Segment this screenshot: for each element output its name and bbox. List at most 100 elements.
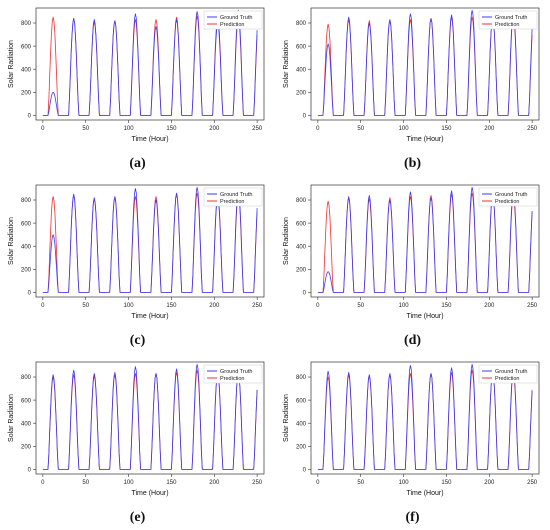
y-axis-label: Solar Radiation <box>8 217 15 265</box>
x-axis-label: Time (Hour) <box>131 490 168 497</box>
chart-panel-f: 0 200 400 600 800 0 50 100 150 200 250 Time (Hour) S… <box>275 354 550 530</box>
x-tick-label: 100 <box>399 303 410 309</box>
x-tick-label: 150 <box>166 303 177 309</box>
legend-label-ground-truth: Ground Truth <box>495 15 527 21</box>
x-tick-label: 200 <box>484 303 495 309</box>
y-tick-label: 400 <box>296 67 307 73</box>
y-tick-label: 800 <box>21 21 32 27</box>
y-tick-label: 400 <box>296 244 307 250</box>
panel-label: (c) <box>129 333 146 348</box>
x-tick-label: 250 <box>252 126 263 132</box>
ground-truth-line <box>317 363 533 470</box>
x-tick-label: 0 <box>316 126 320 132</box>
ground-truth-line <box>317 186 533 293</box>
legend-box <box>203 364 263 384</box>
x-tick-label: 150 <box>166 480 177 486</box>
y-axis-label: Solar Radiation <box>283 394 290 442</box>
x-tick-label: 100 <box>124 480 135 486</box>
x-tick-label: 250 <box>527 303 538 309</box>
x-tick-label: 250 <box>252 480 263 486</box>
legend-box <box>478 187 538 207</box>
y-tick-label: 400 <box>296 421 307 427</box>
chart-panel-e: 0 200 400 600 800 0 50 100 150 200 250 Time (Hour) S… <box>0 354 275 530</box>
x-tick-label: 200 <box>209 303 220 309</box>
x-axis-label: Time (Hour) <box>406 490 443 497</box>
x-tick-label: 250 <box>252 303 263 309</box>
y-tick-label: 600 <box>21 398 32 404</box>
legend-label-prediction: Prediction <box>220 376 244 382</box>
y-tick-label: 600 <box>21 44 32 50</box>
panel-label: (a) <box>129 156 146 171</box>
chart-d: 0 200 400 600 800 0 50 100 150 200 250 Time (Hour) S… <box>283 184 540 320</box>
y-tick-label: 200 <box>296 90 307 96</box>
x-tick-label: 0 <box>41 126 45 132</box>
y-tick-label: 0 <box>28 468 32 474</box>
chart-c: 0 200 400 600 800 0 50 100 150 200 250 Time (Hour) S… <box>8 184 265 320</box>
y-tick-label: 0 <box>28 114 32 120</box>
y-axis-label: Solar Radiation <box>283 40 290 88</box>
x-axis-label: Time (Hour) <box>406 313 443 320</box>
x-tick-label: 0 <box>316 480 320 486</box>
legend-label-prediction: Prediction <box>220 199 244 205</box>
chart-panel-c: 0 200 400 600 800 0 50 100 150 200 250 Time (Hour) S… <box>0 177 275 353</box>
legend-box <box>478 364 538 384</box>
y-tick-label: 600 <box>21 221 32 227</box>
x-axis-label: Time (Hour) <box>131 313 168 320</box>
legend-label-ground-truth: Ground Truth <box>220 15 252 21</box>
x-axis-label: Time (Hour) <box>406 136 443 143</box>
chart-a: 0 200 400 600 800 0 50 100 150 200 250 Time (Hour) S… <box>8 7 265 143</box>
ground-truth-line <box>42 9 258 116</box>
legend-label-prediction: Prediction <box>495 22 519 28</box>
legend-label-ground-truth: Ground Truth <box>220 369 252 375</box>
x-tick-label: 50 <box>82 126 89 132</box>
legend-label-prediction: Prediction <box>495 376 519 382</box>
x-tick-label: 0 <box>41 480 45 486</box>
x-tick-label: 50 <box>357 303 364 309</box>
y-tick-label: 600 <box>296 44 307 50</box>
x-tick-label: 200 <box>209 480 220 486</box>
chart-b: 0 200 400 600 800 0 50 100 150 200 250 Time (Hour) S… <box>283 7 540 143</box>
x-tick-label: 200 <box>484 126 495 132</box>
legend-label-ground-truth: Ground Truth <box>495 192 527 198</box>
x-tick-label: 150 <box>441 303 452 309</box>
x-tick-label: 50 <box>82 303 89 309</box>
x-tick-label: 0 <box>41 303 45 309</box>
y-tick-label: 0 <box>303 468 307 474</box>
ground-truth-line <box>317 9 533 116</box>
legend-box <box>203 187 263 207</box>
y-tick-label: 200 <box>21 90 32 96</box>
x-tick-label: 50 <box>357 126 364 132</box>
y-tick-label: 400 <box>21 67 32 73</box>
legend-label-ground-truth: Ground Truth <box>495 369 527 375</box>
y-tick-label: 600 <box>296 221 307 227</box>
y-tick-label: 800 <box>296 198 307 204</box>
ground-truth-line <box>42 363 258 470</box>
y-tick-label: 200 <box>21 267 32 273</box>
y-axis-label: Solar Radiation <box>8 394 15 442</box>
x-tick-label: 50 <box>82 480 89 486</box>
panel-label: (f) <box>405 510 420 525</box>
y-tick-label: 400 <box>21 244 32 250</box>
y-tick-label: 800 <box>296 21 307 27</box>
panel-label: (b) <box>403 156 422 171</box>
legend-label-ground-truth: Ground Truth <box>220 192 252 198</box>
x-tick-label: 200 <box>209 126 220 132</box>
x-tick-label: 100 <box>124 303 135 309</box>
ground-truth-line <box>42 186 258 293</box>
x-tick-label: 100 <box>124 126 135 132</box>
y-tick-label: 0 <box>303 291 307 297</box>
x-tick-label: 250 <box>527 480 538 486</box>
x-tick-label: 150 <box>166 126 177 132</box>
x-tick-label: 100 <box>399 126 410 132</box>
x-tick-label: 0 <box>316 303 320 309</box>
legend-label-prediction: Prediction <box>495 199 519 205</box>
x-tick-label: 50 <box>357 480 364 486</box>
legend-box <box>203 10 263 30</box>
y-tick-label: 0 <box>28 291 32 297</box>
x-tick-label: 150 <box>441 126 452 132</box>
y-tick-label: 200 <box>21 444 32 450</box>
chart-e: 0 200 400 600 800 0 50 100 150 200 250 Time (Hour) S… <box>8 361 265 497</box>
y-axis-label: Solar Radiation <box>283 217 290 265</box>
x-tick-label: 100 <box>399 480 410 486</box>
